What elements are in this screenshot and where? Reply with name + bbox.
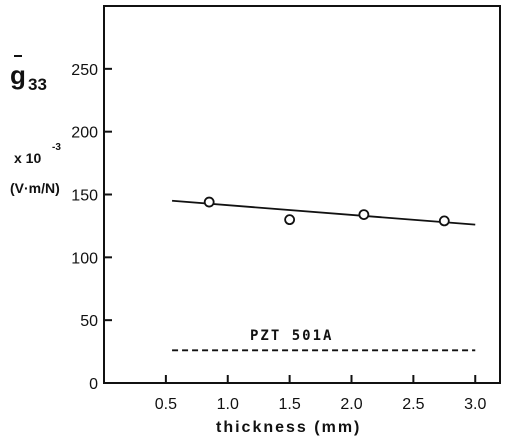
data-points xyxy=(203,196,450,227)
x-tick-label: 3.0 xyxy=(464,396,486,413)
y-tick-label: 100 xyxy=(71,250,98,267)
data-point xyxy=(358,209,370,221)
x-tick-label: 2.5 xyxy=(402,396,424,413)
x-axis-ticks: 0.5 1.0 1.5 2.0 2.5 3.0 xyxy=(155,375,486,413)
reference-line-label: PZT 501A xyxy=(250,328,333,344)
x-tick-label: 1.0 xyxy=(217,396,239,413)
y-tick-label: 0 xyxy=(89,376,98,393)
y-tick-label: 200 xyxy=(71,125,98,142)
y-tick-label: 250 xyxy=(71,62,98,79)
x-axis-label: thickness (mm) xyxy=(216,419,361,436)
y-axis-exponent: -3 xyxy=(52,142,61,153)
y-axis-label: g 33 x 10 -3 (V·m/N) xyxy=(10,55,61,196)
plot-frame xyxy=(103,5,501,384)
x-tick-label: 2.0 xyxy=(340,396,362,413)
fit-line-group xyxy=(171,199,476,226)
y-axis-ticks: 0 50 100 150 200 250 xyxy=(71,62,112,393)
y-axis-symbol-subscript: 33 xyxy=(28,75,47,94)
data-point xyxy=(284,214,296,226)
fit-line xyxy=(171,199,476,226)
y-axis-multiplier: x 10 xyxy=(14,150,41,166)
y-axis-unit: (V·m/N) xyxy=(10,180,60,196)
y-tick-label: 50 xyxy=(80,313,98,330)
chart-axes xyxy=(103,5,501,384)
y-tick-label: 150 xyxy=(71,188,98,205)
x-tick-label: 1.5 xyxy=(279,396,301,413)
x-tick-label: 0.5 xyxy=(155,396,177,413)
y-axis-symbol: g xyxy=(10,60,26,90)
data-point xyxy=(203,196,215,208)
data-point xyxy=(438,215,450,227)
